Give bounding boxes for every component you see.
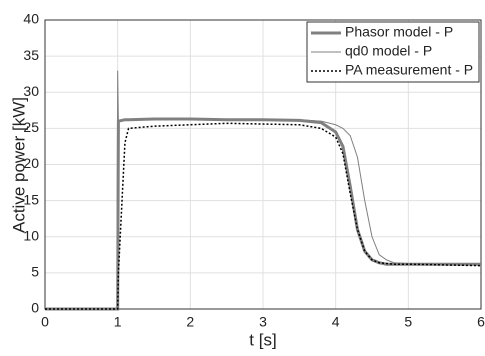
y-tick-label: 40 (23, 11, 39, 27)
x-tick-label: 6 (477, 314, 485, 330)
x-tick-label: 3 (259, 314, 267, 330)
y-tick-label: 0 (31, 300, 39, 316)
y-tick-label: 15 (23, 191, 39, 207)
legend-label: PA measurement - P (345, 62, 473, 78)
x-tick-label: 5 (404, 314, 412, 330)
legend-label: Phasor model - P (345, 24, 453, 40)
x-tick-label: 2 (186, 314, 194, 330)
y-tick-label: 5 (31, 264, 39, 280)
legend-label: qd0 model - P (345, 43, 432, 59)
y-tick-label: 20 (23, 155, 39, 171)
x-tick-label: 4 (332, 314, 340, 330)
series-line (45, 122, 482, 310)
y-tick-label: 30 (23, 83, 39, 99)
x-tick-label: 0 (41, 314, 49, 330)
axes-frame (44, 19, 482, 310)
x-tick-label: 1 (114, 314, 122, 330)
y-tick-label: 25 (23, 119, 39, 135)
y-tick-label: 35 (23, 47, 39, 63)
y-axis-label: Active power [kW] (9, 97, 28, 233)
y-tick-label: 10 (23, 227, 39, 243)
series-line (45, 70, 481, 310)
x-axis-label: t [s] (249, 330, 276, 349)
